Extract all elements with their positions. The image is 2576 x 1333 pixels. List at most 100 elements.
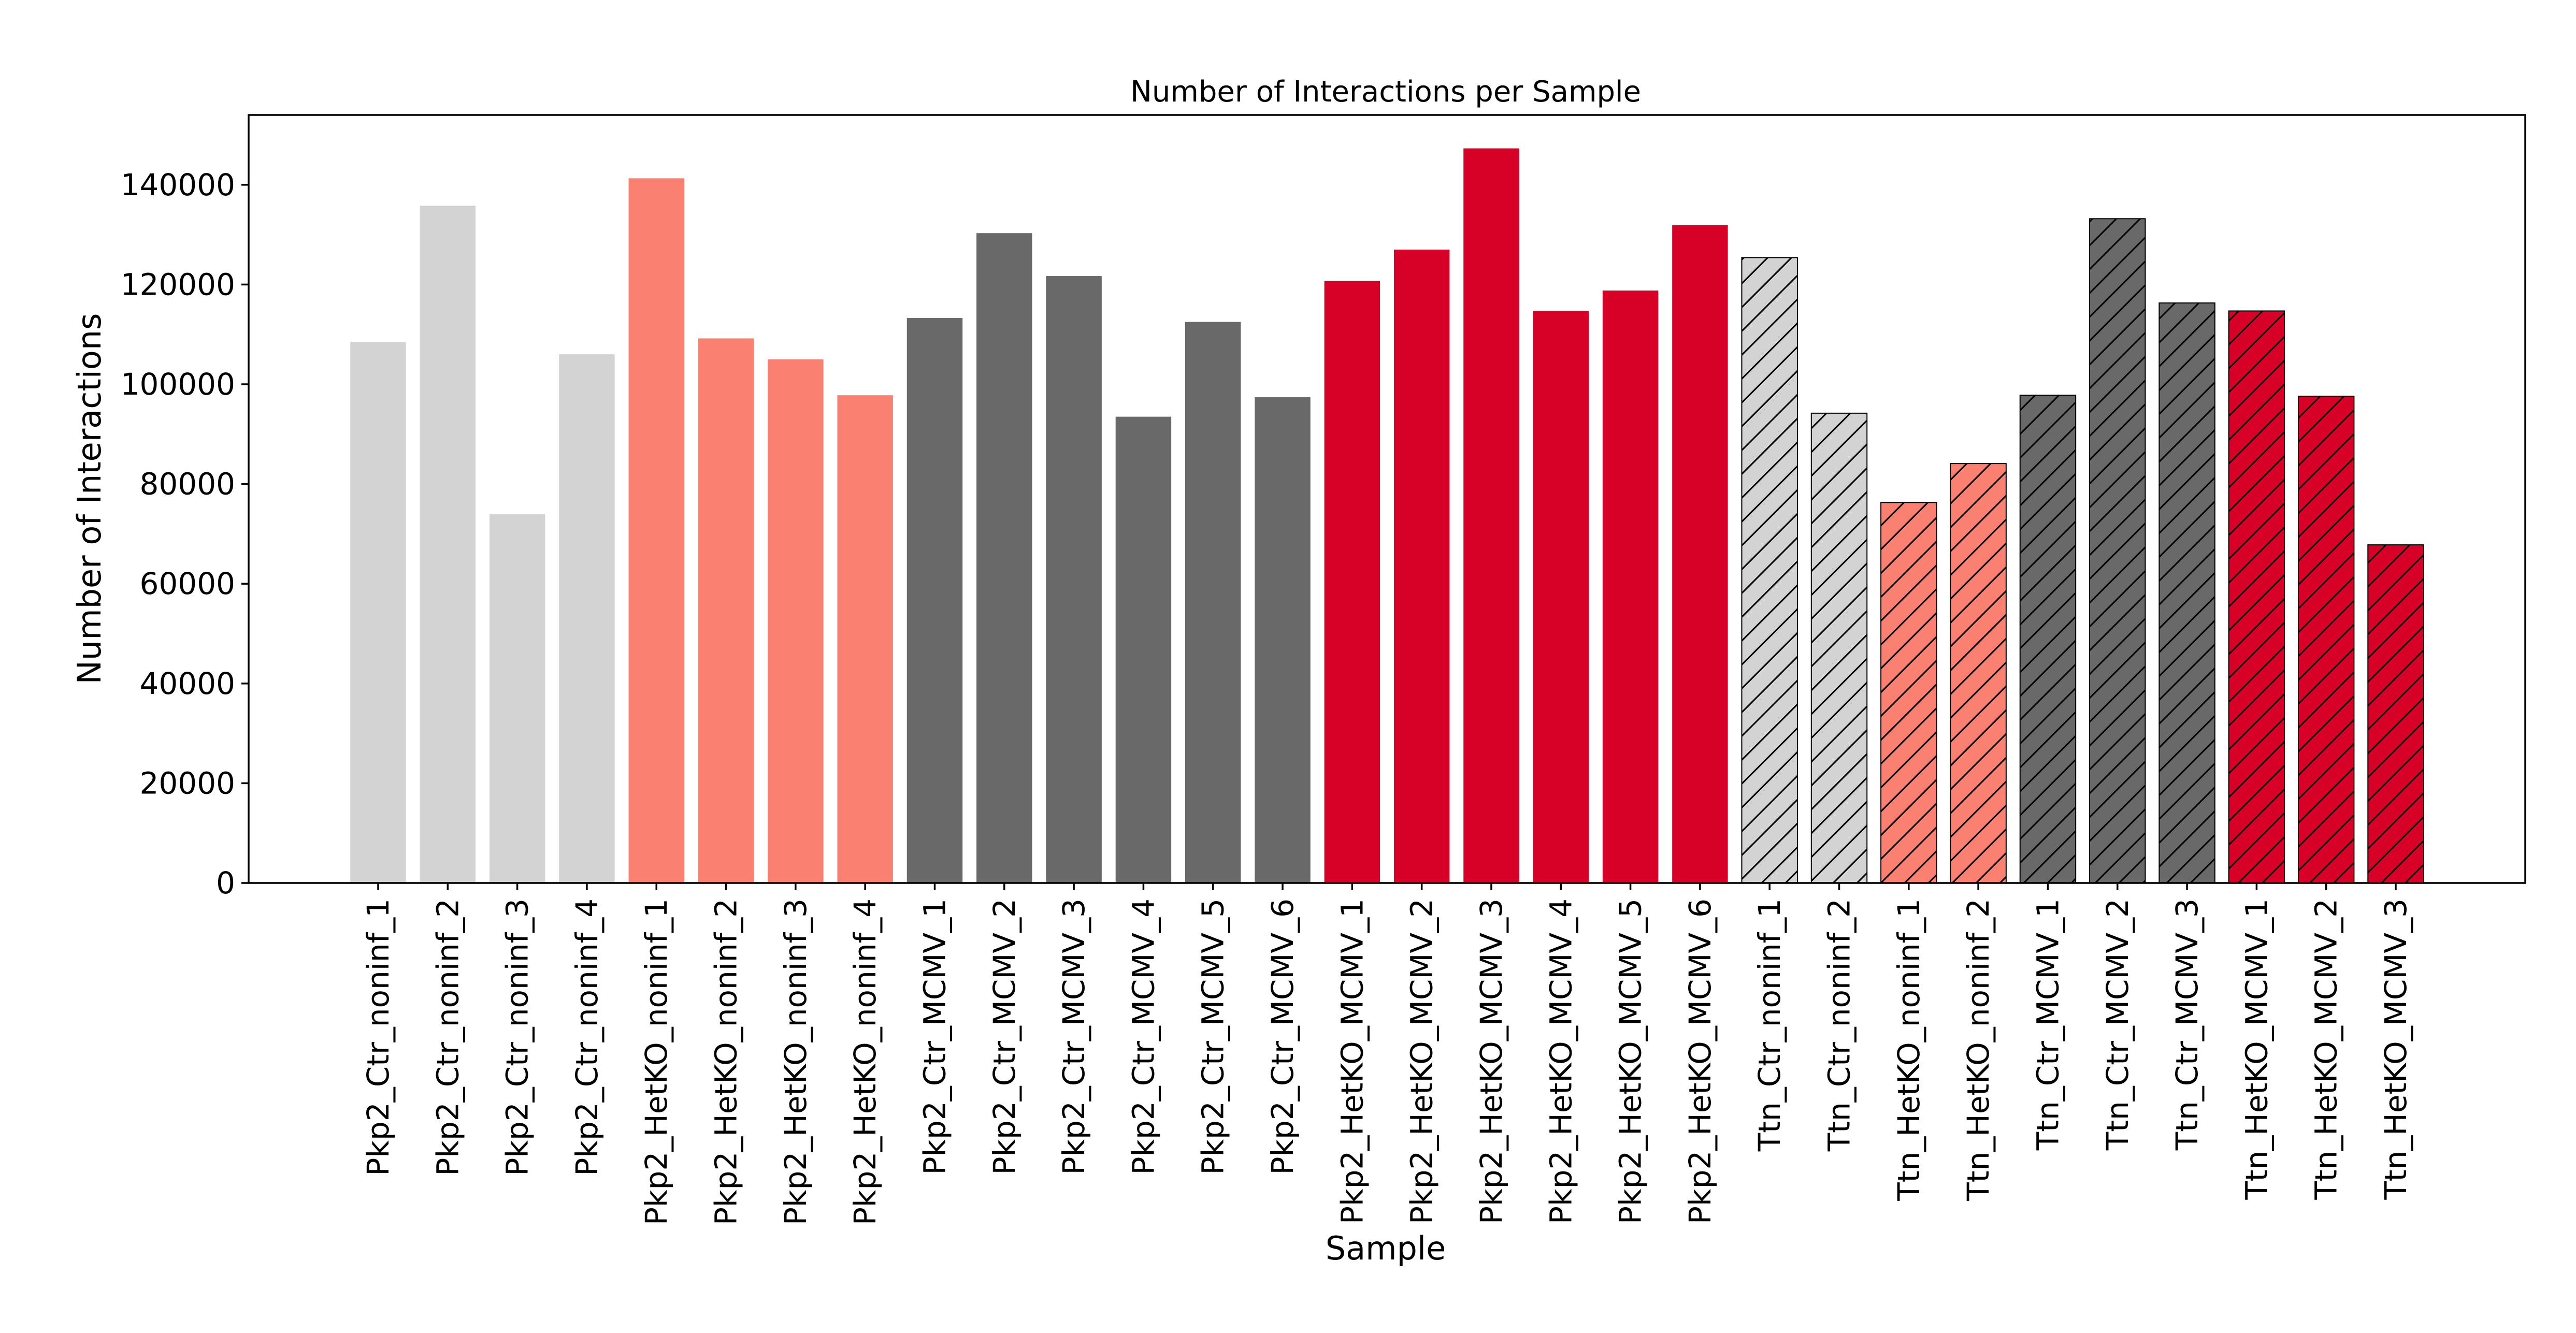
bar-fill	[489, 514, 545, 883]
x-tick-label: Pkp2_Ctr_MCMV_1	[917, 899, 952, 1175]
bar	[1602, 290, 1659, 883]
bar-fill	[559, 354, 615, 883]
bar	[698, 338, 754, 883]
x-tick-label: Ttn_HetKO_MCMV_2	[2309, 899, 2344, 1200]
x-tick-label: Pkp2_Ctr_MCMV_5	[1196, 899, 1231, 1175]
y-tick-label: 100000	[121, 367, 235, 402]
x-tick-label: Ttn_Ctr_noninf_1	[1752, 899, 1787, 1152]
bar-hatch	[2019, 395, 2077, 883]
x-tick-label: Ttn_HetKO_MCMV_3	[2378, 899, 2413, 1200]
bar	[1393, 250, 1450, 883]
bar	[1185, 322, 1241, 883]
y-tick-label: 40000	[139, 666, 235, 701]
bar	[2297, 396, 2355, 883]
bar	[420, 206, 476, 883]
bar	[1950, 463, 2007, 883]
bar	[2089, 218, 2146, 884]
bar	[1046, 276, 1102, 883]
bar	[2019, 395, 2077, 883]
bar	[837, 395, 893, 883]
bar	[1463, 148, 1519, 883]
bar	[350, 342, 406, 883]
y-tick-label: 80000	[139, 467, 235, 502]
bar	[1115, 416, 1172, 883]
x-axis-label: Sample	[1326, 1229, 1446, 1267]
bar-fill	[976, 233, 1032, 883]
bar-fill	[768, 359, 824, 883]
bar-hatch	[2228, 310, 2285, 884]
bar-fill	[628, 178, 684, 883]
bar-hatch	[1810, 412, 1868, 883]
x-tick-label: Pkp2_Ctr_MCMV_2	[987, 899, 1022, 1175]
y-tick-label: 0	[216, 865, 235, 901]
plot-frame	[248, 114, 2526, 884]
bar-hatch	[1741, 257, 1798, 883]
bar-fill	[906, 317, 963, 883]
bar	[768, 359, 824, 883]
bar-hatch	[1950, 463, 2007, 883]
bar-fill	[837, 395, 893, 883]
bar	[1533, 311, 1589, 883]
x-tick-label: Pkp2_Ctr_noninf_1	[361, 899, 396, 1176]
bar-hatch	[2297, 396, 2355, 883]
x-tick-label: Ttn_Ctr_MCMV_3	[2169, 899, 2205, 1151]
y-axis-ticks: 0 20000 40000 60000 80000 100000 120000 140000	[121, 167, 249, 901]
x-tick-label: Pkp2_Ctr_MCMV_3	[1056, 899, 1091, 1175]
x-tick-label: Pkp2_HetKO_noninf_1	[639, 899, 674, 1225]
x-tick-label: Ttn_Ctr_noninf_2	[1822, 899, 1857, 1152]
bar-fill	[1185, 322, 1241, 883]
bar-fill	[1672, 225, 1728, 883]
bar-fill	[1255, 397, 1311, 883]
y-axis-label: Number of Interactions	[70, 313, 108, 685]
bar-fill	[1115, 416, 1172, 883]
y-tick-label: 20000	[139, 765, 235, 801]
x-tick-label: Ttn_Ctr_MCMV_1	[2030, 899, 2065, 1151]
bar-fill	[350, 342, 406, 883]
bar	[1810, 412, 1868, 883]
y-tick-label: 140000	[121, 167, 235, 202]
bar	[2367, 544, 2424, 884]
bar-fill	[1602, 290, 1659, 883]
x-tick-label: Pkp2_HetKO_noninf_3	[778, 899, 813, 1225]
bar-hatch	[2367, 544, 2424, 884]
bar	[906, 317, 963, 883]
bar-hatch	[1880, 502, 1937, 883]
x-tick-label: Pkp2_Ctr_noninf_3	[500, 899, 535, 1176]
bar	[559, 354, 615, 883]
bar	[1741, 257, 1798, 883]
x-tick-label: Pkp2_Ctr_noninf_4	[569, 899, 605, 1176]
x-tick-label: Pkp2_HetKO_noninf_2	[709, 899, 744, 1225]
bar-fill	[1046, 276, 1102, 883]
bar	[2228, 310, 2285, 884]
x-tick-label: Ttn_HetKO_MCMV_1	[2239, 899, 2274, 1200]
bar-fill	[1324, 281, 1380, 883]
bar	[489, 514, 545, 883]
bar	[1672, 225, 1728, 883]
x-tick-label: Pkp2_HetKO_noninf_4	[847, 899, 883, 1225]
y-tick-label: 60000	[139, 566, 235, 601]
x-tick-label: Ttn_HetKO_noninf_1	[1891, 899, 1926, 1201]
bar-hatch	[2158, 302, 2215, 883]
x-tick-label: Pkp2_Ctr_MCMV_4	[1126, 899, 1161, 1175]
bar	[1255, 397, 1311, 883]
bar-fill	[420, 206, 476, 883]
bar	[1324, 281, 1380, 883]
x-tick-label: Pkp2_HetKO_MCMV_1	[1334, 899, 1370, 1224]
bar	[1880, 502, 1937, 883]
x-tick-label: Pkp2_HetKO_MCMV_4	[1543, 899, 1578, 1224]
chart-title: Number of Interactions per Sample	[1130, 75, 1641, 109]
x-tick-label: Ttn_Ctr_MCMV_2	[2100, 899, 2135, 1151]
bar	[628, 178, 684, 883]
x-tick-label: Pkp2_HetKO_MCMV_5	[1613, 899, 1648, 1224]
bar	[2158, 302, 2215, 883]
x-tick-label: Pkp2_HetKO_MCMV_6	[1682, 899, 1718, 1224]
y-tick-label: 120000	[121, 267, 235, 302]
bars-layer	[350, 148, 2424, 884]
x-tick-label: Pkp2_HetKO_MCMV_2	[1404, 899, 1440, 1224]
bar-fill	[698, 338, 754, 883]
x-tick-label: Pkp2_HetKO_MCMV_3	[1474, 899, 1509, 1224]
bar-fill	[1463, 148, 1519, 883]
x-tick-label: Ttn_HetKO_noninf_2	[1961, 899, 1996, 1201]
x-axis-ticks: Pkp2_Ctr_noninf_1 Pkp2_Ctr_noninf_2 Pkp2_C…	[361, 883, 2413, 1225]
